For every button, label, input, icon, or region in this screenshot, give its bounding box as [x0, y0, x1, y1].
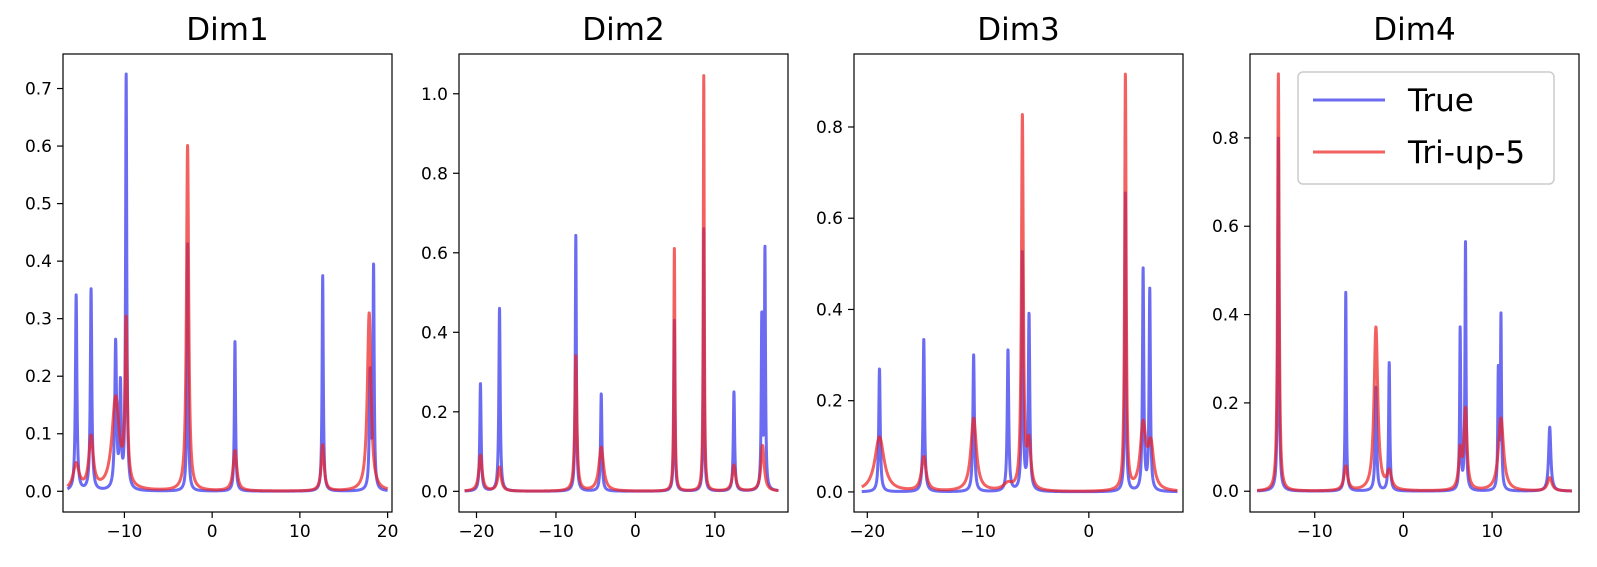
y-tick-label: 0.8	[421, 164, 448, 184]
series-line-tri-up-5	[860, 72, 1179, 493]
series-line-tri-up-5	[65, 143, 390, 493]
panel-dim4: Dim4 −10 0 10 0.0 0.2 0.4 0.6 0.8	[1212, 12, 1580, 542]
legend-label-true: True	[1407, 83, 1474, 119]
x-tick-label: −20	[849, 522, 885, 542]
y-tick-label: 0.5	[25, 195, 52, 215]
x-tick-label: −10	[1297, 522, 1333, 542]
series-line-tri-up-5	[1255, 72, 1574, 493]
y-tick-label: 0.6	[1212, 217, 1239, 237]
x-tick-label: 10	[1481, 522, 1503, 542]
y-tick-label: 0.2	[421, 403, 448, 423]
y-tick-label: 0.1	[25, 425, 52, 445]
x-tick-label: 10	[289, 522, 311, 542]
axes-frame	[62, 53, 393, 513]
panel-title: Dim4	[1373, 12, 1455, 48]
panel-title: Dim1	[186, 12, 268, 48]
y-tick-label: 0.6	[421, 244, 448, 264]
series-line-true	[463, 227, 780, 493]
series-line-true	[65, 72, 390, 493]
y-tick-label: 0.2	[25, 367, 52, 387]
y-tick-label: 0.4	[25, 252, 52, 272]
x-tick-label: −20	[459, 522, 495, 542]
x-tick-label: 20	[377, 522, 399, 542]
y-tick-label: 0.0	[25, 482, 52, 502]
y-tick-label: 1.0	[421, 85, 448, 105]
axes-frame	[853, 53, 1184, 513]
y-tick-label: 0.0	[816, 483, 843, 503]
y-tick-label: 0.3	[25, 310, 52, 330]
x-tick-label: 10	[704, 522, 726, 542]
series-line-tri-up-5	[463, 74, 780, 493]
panel-dim3: Dim3 −20 −10 0 0.0 0.2 0.4 0.6 0.8	[816, 12, 1184, 542]
x-tick-label: 0	[1083, 522, 1094, 542]
x-tick-label: 0	[1398, 522, 1409, 542]
axes-frame	[1249, 53, 1580, 513]
axes-frame	[458, 53, 789, 513]
x-tick-label: −10	[960, 522, 996, 542]
y-tick-label: 0.8	[1212, 129, 1239, 149]
y-tick-label: 0.0	[1212, 482, 1239, 502]
y-tick-label: 0.2	[1212, 394, 1239, 414]
x-tick-label: 0	[207, 522, 218, 542]
series-line-true	[1255, 136, 1574, 493]
y-tick-label: 0.4	[1212, 306, 1239, 326]
y-tick-label: 0.7	[25, 80, 52, 100]
y-tick-label: 0.6	[816, 209, 843, 229]
x-tick-label: 0	[630, 522, 641, 542]
y-tick-label: 0.2	[816, 392, 843, 412]
y-tick-label: 0.4	[816, 300, 843, 320]
x-tick-label: −10	[538, 522, 574, 542]
panel-title: Dim3	[977, 12, 1059, 48]
y-tick-label: 0.6	[25, 137, 52, 157]
y-tick-label: 0.4	[421, 323, 448, 343]
panel-dim1: Dim1 −10 0 10 20 0.0 0.1 0.2 0.3 0.4 0.5 0.6 0.7	[25, 12, 398, 542]
panel-dim2: Dim2 −20 −10 0 10 0.0 0.2 0.4 0.6 0.8 1.0	[421, 12, 789, 542]
x-tick-label: −10	[106, 522, 142, 542]
legend: True Tri-up-5	[1297, 71, 1555, 185]
y-tick-label: 0.0	[421, 482, 448, 502]
legend-label-pred: Tri-up-5	[1407, 135, 1525, 171]
y-tick-label: 0.8	[816, 118, 843, 138]
panel-title: Dim2	[582, 12, 664, 48]
